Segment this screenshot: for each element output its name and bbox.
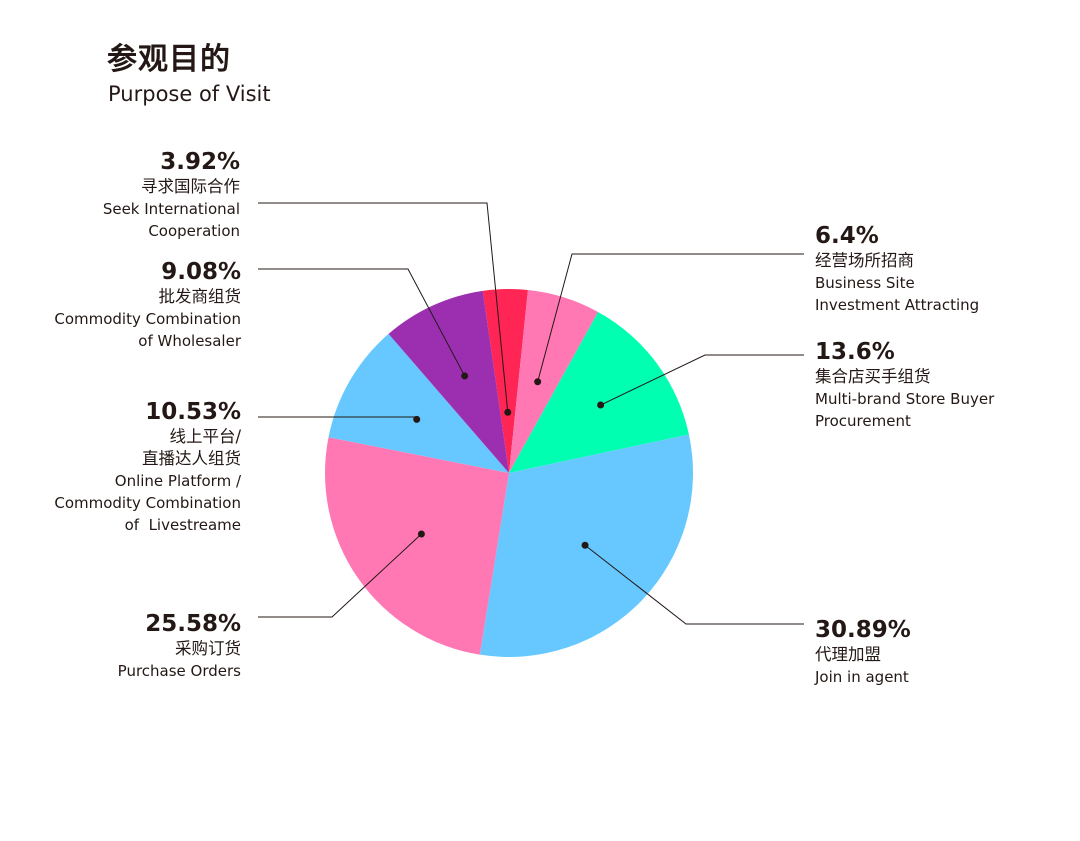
leader-line (584, 544, 804, 625)
category-label-en: of Wholesaler (138, 332, 241, 350)
value-label: 10.53% (145, 399, 241, 425)
leader-line (258, 202, 509, 413)
callout-join-agent: 30.89% 代理加盟 Join in agent (815, 616, 1075, 688)
leader-dot (597, 401, 605, 409)
category-label-en: Procurement (815, 412, 911, 430)
value-label: 25.58% (145, 611, 241, 637)
pie-slice (325, 437, 509, 655)
leader-lines (258, 202, 804, 625)
pie-slice (328, 333, 509, 473)
category-label-en: Seek International (102, 200, 240, 218)
leader-dot (504, 408, 512, 416)
category-label-en: Purchase Orders (117, 662, 241, 680)
category-label-cn: 集合店买手组货 (815, 367, 931, 386)
value-label: 30.89% (815, 617, 911, 643)
category-label-en: Cooperation (148, 222, 240, 240)
pie-slice (388, 290, 509, 473)
chart-title: 参观目的 (107, 42, 231, 77)
value-label: 3.92% (160, 149, 240, 175)
leader-dot (461, 372, 469, 380)
value-label: 6.4% (815, 223, 879, 249)
category-label-en: Business Site (815, 274, 915, 292)
category-label-cn: 经营场所招商 (815, 251, 914, 270)
callout-purchase-orders: 25.58% 采购订货 Purchase Orders (0, 610, 241, 682)
category-label-en: Online Platform / (114, 472, 241, 490)
pie-slice (509, 289, 599, 473)
value-label: 13.6% (815, 339, 895, 365)
pie-slice (482, 289, 528, 473)
chart-subtitle: Purpose of Visit (108, 82, 271, 106)
category-label-en: of Livestreame (124, 516, 241, 534)
category-label-en: Multi-brand Store Buyer (815, 390, 995, 408)
category-label-en: Commodity Combination (54, 310, 241, 328)
callout-business-site: 6.4% 经营场所招商 Business Site Investment Att… (815, 222, 1075, 316)
leader-line (537, 253, 804, 382)
callout-wholesaler: 9.08% 批发商组货 Commodity Combination of Who… (0, 258, 241, 352)
category-label-cn: 批发商组货 (158, 287, 242, 306)
leader-line (258, 268, 466, 377)
category-label-en: Commodity Combination (54, 494, 241, 512)
category-label-cn: 代理加盟 (815, 645, 881, 664)
leader-dot (581, 541, 589, 549)
category-label-cn: 线上平台/ 直播达人组货 (142, 427, 241, 468)
leader-dot (534, 378, 542, 386)
leader-line (600, 354, 804, 406)
value-label: 9.08% (161, 259, 241, 285)
category-label-en: Join in agent (815, 668, 909, 686)
category-label-cn: 采购订货 (175, 639, 241, 658)
category-label-cn: 寻求国际合作 (141, 177, 240, 196)
callout-online-platform: 10.53% 线上平台/ 直播达人组货 Online Platform / Co… (0, 398, 241, 536)
callout-multi-brand: 13.6% 集合店买手组货 Multi-brand Store Buyer Pr… (815, 338, 1075, 432)
pie-slice (509, 311, 689, 473)
leader-dot (413, 415, 421, 423)
pie-slices (325, 289, 693, 658)
leader-line (258, 533, 422, 618)
leader-dot (417, 530, 425, 538)
callout-seek-international: 3.92% 寻求国际合作 Seek International Cooperat… (0, 148, 240, 242)
category-label-en: Investment Attracting (815, 296, 980, 314)
